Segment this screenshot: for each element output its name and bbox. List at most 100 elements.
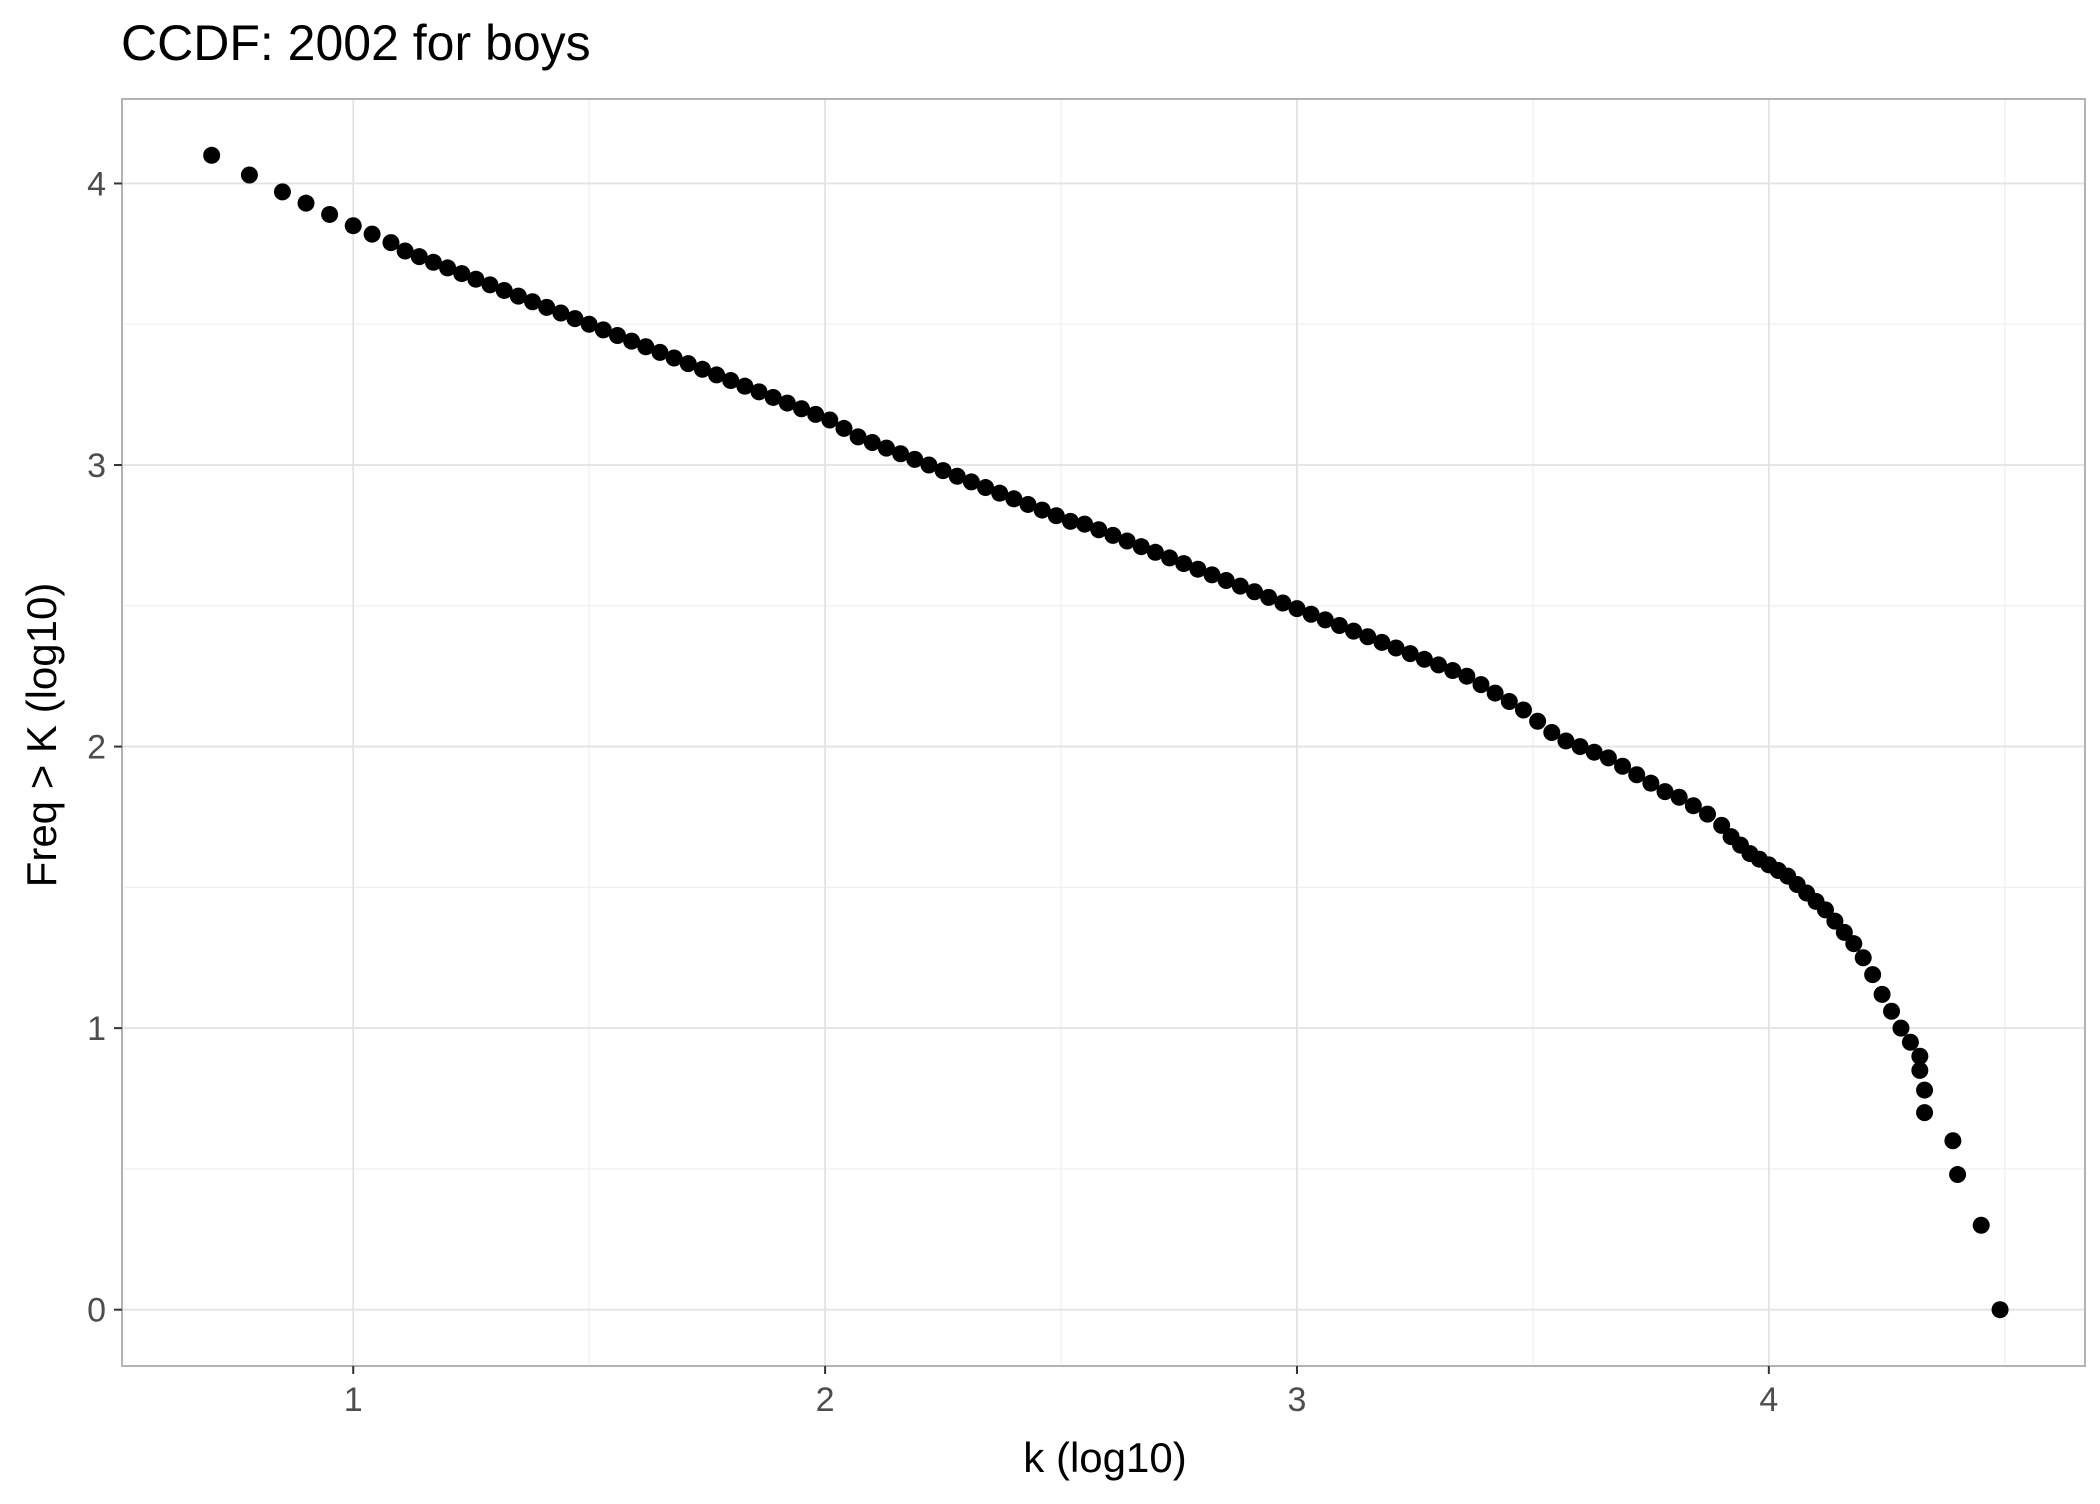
points-layer (203, 146, 2009, 1319)
data-point (934, 462, 952, 480)
data-point (467, 270, 485, 288)
data-point (892, 445, 910, 463)
data-point (637, 338, 655, 356)
data-point (363, 225, 381, 243)
data-point (1892, 1019, 1910, 1037)
data-point (1699, 805, 1716, 823)
data-point (1916, 1104, 1934, 1122)
data-point (1571, 738, 1589, 756)
data-point (1033, 501, 1051, 519)
data-point (1430, 656, 1448, 674)
data-point (1189, 560, 1207, 578)
data-point (1656, 783, 1674, 801)
data-point (849, 428, 867, 446)
data-point (778, 394, 796, 412)
data-point (1628, 766, 1646, 784)
data-point (1345, 622, 1363, 640)
data-point (764, 388, 782, 406)
data-point (948, 467, 966, 485)
data-point (1713, 816, 1731, 834)
data-point (481, 276, 499, 294)
data-point (608, 327, 626, 345)
data-point (1845, 935, 1863, 953)
data-point (693, 360, 711, 378)
data-point (1944, 1132, 1962, 1150)
data-point (1118, 532, 1136, 550)
x-tick-label: 4 (1759, 1381, 1778, 1419)
x-tick-label: 1 (344, 1381, 363, 1419)
data-point (1949, 1166, 1967, 1184)
data-point (1132, 538, 1150, 556)
data-point (722, 372, 740, 390)
y-tick-labels: 0 1 2 3 4 (87, 165, 122, 1330)
data-point (1274, 594, 1292, 612)
data-point (1146, 543, 1164, 561)
data-point (495, 281, 513, 299)
data-point (1916, 1081, 1934, 1099)
data-point (424, 253, 442, 271)
data-point (1816, 901, 1834, 919)
data-point (623, 332, 641, 350)
data-point (410, 248, 428, 266)
data-point (1486, 684, 1504, 702)
data-point (273, 183, 291, 201)
data-point (203, 146, 221, 164)
data-point (1972, 1216, 1990, 1234)
data-point (580, 315, 598, 333)
data-point (1217, 571, 1235, 589)
data-point (750, 383, 768, 401)
data-point (863, 433, 881, 451)
data-point (1854, 949, 1872, 967)
data-point (1231, 577, 1249, 595)
data-point (1203, 566, 1221, 584)
data-point (807, 405, 825, 423)
y-tick-label: 3 (87, 447, 106, 485)
data-point (594, 321, 612, 339)
data-point (1387, 639, 1405, 657)
data-point (877, 439, 895, 457)
data-point (321, 205, 339, 223)
data-point (1642, 774, 1660, 792)
data-point (382, 234, 400, 252)
data-point (962, 473, 980, 491)
data-point (1444, 662, 1462, 680)
data-point (439, 259, 457, 277)
data-point (1585, 743, 1603, 761)
data-point (1911, 1047, 1929, 1065)
data-point (665, 349, 683, 367)
data-point (1005, 490, 1023, 508)
data-point (793, 400, 810, 418)
data-point (835, 419, 853, 437)
data-point (1061, 512, 1079, 530)
data-point (991, 484, 1009, 502)
x-tick-label: 2 (816, 1381, 835, 1419)
data-point (977, 479, 995, 497)
data-point (566, 310, 584, 328)
data-point (1047, 507, 1065, 525)
y-axis-label: Freq > K (log10) (18, 583, 65, 888)
data-point (1883, 1002, 1901, 1020)
data-point (1557, 732, 1575, 750)
data-point (1175, 555, 1193, 573)
data-point (396, 242, 414, 260)
data-point (1104, 526, 1122, 544)
data-point (1260, 588, 1278, 606)
y-tick-label: 2 (87, 729, 106, 767)
data-point (1514, 701, 1532, 719)
data-point (1826, 912, 1844, 930)
data-point (1991, 1301, 2009, 1319)
data-point (1529, 712, 1547, 730)
data-point (1864, 966, 1882, 984)
data-point (1246, 583, 1263, 601)
data-point (651, 343, 669, 361)
chart-title: CCDF: 2002 for boys (121, 15, 591, 71)
grid-layer (122, 99, 2085, 1366)
data-point (1316, 611, 1334, 629)
data-point (538, 298, 556, 316)
data-point (1911, 1061, 1929, 1079)
data-point (1090, 521, 1108, 539)
y-tick-label: 4 (87, 165, 106, 203)
data-point (1670, 788, 1688, 806)
